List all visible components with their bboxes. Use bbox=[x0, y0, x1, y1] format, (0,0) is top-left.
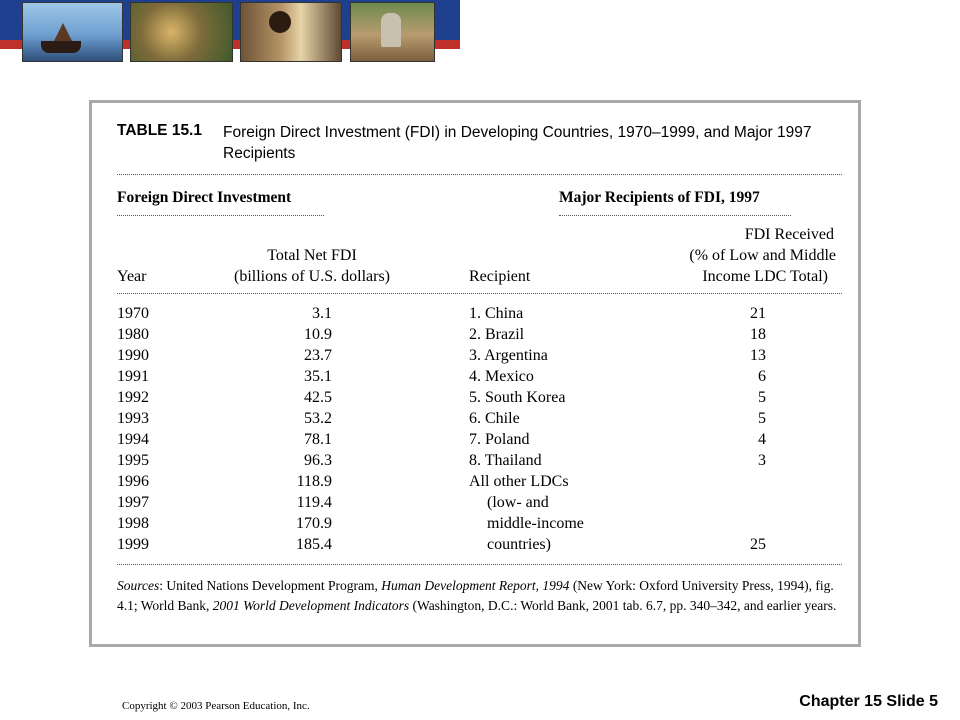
header-banner bbox=[0, 0, 460, 65]
pct-cell: 25 bbox=[750, 536, 766, 553]
year-cell: 1991 bbox=[117, 368, 149, 385]
weaver-photo bbox=[240, 2, 342, 62]
fdi-value-cell: 119.4 bbox=[296, 494, 332, 511]
year-cell: 1994 bbox=[117, 431, 149, 448]
slide-number: Chapter 15 Slide 5 bbox=[799, 693, 938, 710]
fdi-value-cell: 96.3 bbox=[304, 452, 332, 469]
year-cell: 1990 bbox=[117, 347, 149, 364]
header-fdi-line2: (billions of U.S. dollars) bbox=[234, 268, 390, 285]
copyright-notice: Copyright © 2003 Pearson Education, Inc. bbox=[122, 700, 310, 712]
recipient-cell: 8. Thailand bbox=[469, 452, 542, 469]
sources-text-1: : United Nations Development Program, bbox=[159, 578, 382, 593]
header-fdi-line1: Total Net FDI bbox=[267, 247, 357, 264]
recipient-cell: 5. South Korea bbox=[469, 389, 566, 406]
pct-cell: 5 bbox=[758, 389, 766, 406]
recipient-cell: 1. China bbox=[469, 305, 524, 322]
fdi-value-cell: 42.5 bbox=[304, 389, 332, 406]
header-divider bbox=[117, 293, 842, 294]
market-photo bbox=[130, 2, 233, 62]
year-cell: 1970 bbox=[117, 305, 149, 322]
right-section-underline bbox=[559, 215, 791, 216]
left-section-heading: Foreign Direct Investment bbox=[117, 189, 292, 206]
year-cell: 1997 bbox=[117, 494, 149, 511]
recipient-cell: 6. Chile bbox=[469, 410, 520, 427]
table-label: TABLE 15.1 bbox=[117, 122, 202, 139]
pct-cell: 21 bbox=[750, 305, 766, 322]
year-cell: 1998 bbox=[117, 515, 149, 532]
header-pct-line2: (% of Low and Middle bbox=[689, 247, 836, 264]
fdi-value-cell: 185.4 bbox=[296, 536, 332, 553]
left-section-underline bbox=[117, 215, 324, 216]
table-15-1: TABLE 15.1 Foreign Direct Investment (FD… bbox=[89, 100, 861, 647]
pct-cell: 13 bbox=[750, 347, 766, 364]
year-cell: 1992 bbox=[117, 389, 149, 406]
pct-cell: 5 bbox=[758, 410, 766, 427]
pct-cell: 4 bbox=[758, 431, 766, 448]
pct-cell: 3 bbox=[758, 452, 766, 469]
year-cell: 1996 bbox=[117, 473, 149, 490]
recipient-cell: 3. Argentina bbox=[469, 347, 548, 364]
table-sources: Sources: United Nations Development Prog… bbox=[117, 576, 842, 615]
recipient-cell: countries) bbox=[487, 536, 551, 553]
fdi-value-cell: 3.1 bbox=[312, 305, 332, 322]
header-recipient: Recipient bbox=[469, 268, 531, 285]
header-pct-line1: FDI Received bbox=[744, 226, 834, 243]
right-section-heading: Major Recipients of FDI, 1997 bbox=[559, 189, 760, 206]
fdi-value-cell: 53.2 bbox=[304, 410, 332, 427]
recipient-cell: All other LDCs bbox=[469, 473, 569, 490]
fdi-value-cell: 78.1 bbox=[304, 431, 332, 448]
year-cell: 1999 bbox=[117, 536, 149, 553]
recipient-cell: 4. Mexico bbox=[469, 368, 534, 385]
harbor-photo bbox=[22, 2, 123, 62]
year-cell: 1995 bbox=[117, 452, 149, 469]
recipient-cell: middle-income bbox=[487, 515, 584, 532]
header-pct-line3: Income LDC Total) bbox=[702, 268, 828, 285]
sources-label: Sources bbox=[117, 578, 160, 593]
fdi-value-cell: 10.9 bbox=[304, 326, 332, 343]
recipient-cell: 7. Poland bbox=[469, 431, 530, 448]
fdi-value-cell: 23.7 bbox=[304, 347, 332, 364]
recipient-cell: (low- and bbox=[487, 494, 549, 511]
header-year: Year bbox=[117, 268, 147, 285]
pct-cell: 18 bbox=[750, 326, 766, 343]
title-divider bbox=[117, 174, 842, 175]
table-title: Foreign Direct Investment (FDI) in Devel… bbox=[223, 124, 812, 162]
pct-cell: 6 bbox=[758, 368, 766, 385]
sources-text-3: (Washington, D.C.: World Bank, 2001 tab.… bbox=[409, 597, 837, 613]
sources-divider bbox=[117, 564, 842, 565]
sources-title-2: 2001 World Development Indicators bbox=[212, 597, 410, 613]
fdi-value-cell: 170.9 bbox=[296, 515, 332, 532]
fdi-value-cell: 35.1 bbox=[304, 368, 332, 385]
sources-title-1: Human Development Report, 1994 bbox=[381, 578, 570, 593]
worker-photo bbox=[350, 2, 435, 62]
fdi-value-cell: 118.9 bbox=[296, 473, 332, 490]
year-cell: 1993 bbox=[117, 410, 149, 427]
recipient-cell: 2. Brazil bbox=[469, 326, 525, 343]
sources-text-2: (New York: Oxford University Press, 1994… bbox=[117, 578, 834, 613]
year-cell: 1980 bbox=[117, 326, 149, 343]
